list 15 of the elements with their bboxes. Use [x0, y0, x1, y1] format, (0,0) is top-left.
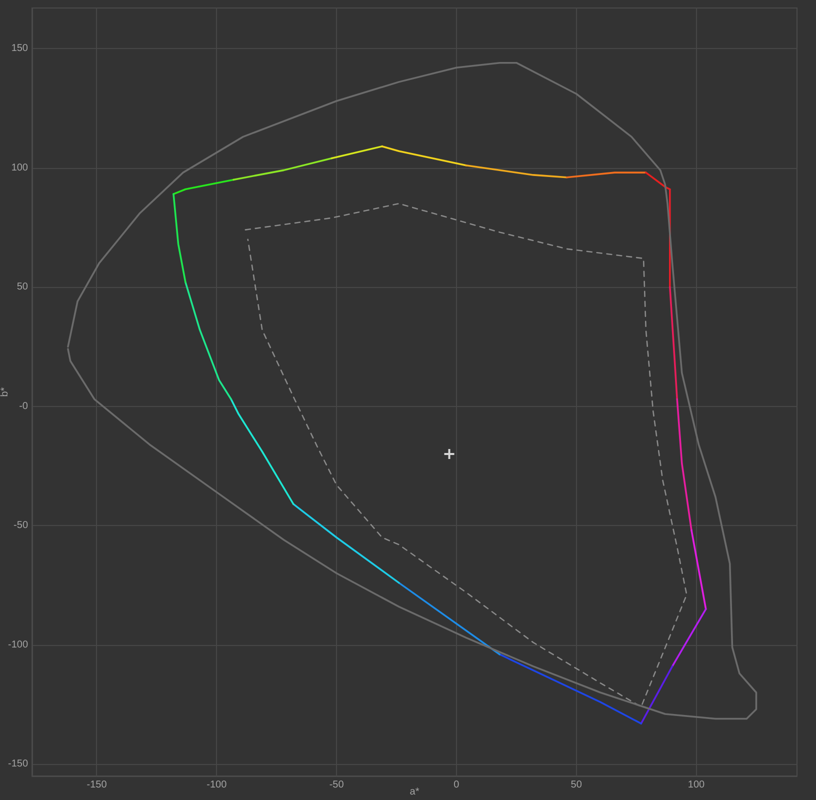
y-axis-title: b* [0, 387, 10, 397]
x-tick-label: 50 [570, 780, 582, 790]
x-tick-label: 0 [454, 780, 460, 790]
x-tick-label: 100 [688, 780, 706, 790]
y-tick-label: 100 [11, 162, 28, 174]
y-tick-label: 50 [16, 282, 28, 293]
y-tick-label: -0 [19, 400, 28, 412]
x-tick-label: -150 [86, 780, 108, 790]
x-tick-label: -50 [329, 780, 344, 790]
x-tick-label: -100 [206, 780, 228, 790]
y-tick-label: -100 [8, 639, 28, 650]
y-tick-label: -150 [8, 758, 28, 770]
y-tick-label: -50 [14, 520, 28, 532]
y-tick-label: 150 [11, 43, 28, 54]
x-axis-title: a* [410, 786, 420, 798]
